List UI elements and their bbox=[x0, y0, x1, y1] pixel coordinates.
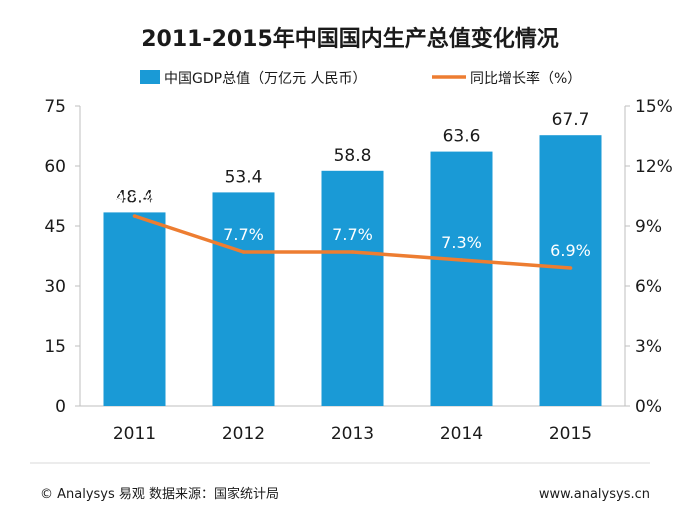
right-y-tick-label: 3% bbox=[635, 337, 662, 357]
growth-rate-label: 9.5% bbox=[114, 189, 155, 208]
growth-rate-label: 7.3% bbox=[441, 233, 482, 252]
legend-bar-label: 中国GDP总值（万亿元 人民币） bbox=[164, 71, 367, 87]
growth-rate-point bbox=[350, 250, 355, 254]
growth-rate-label: 6.9% bbox=[550, 241, 591, 260]
gdp-bar-value-label: 67.7 bbox=[552, 110, 590, 130]
gdp-bar-value-label: 53.4 bbox=[225, 167, 263, 187]
left-y-tick-label: 45 bbox=[44, 217, 66, 237]
gdp-bar bbox=[103, 212, 166, 406]
left-y-tick-label: 30 bbox=[44, 277, 66, 297]
x-tick-label: 2014 bbox=[440, 424, 483, 444]
x-tick-label: 2013 bbox=[331, 424, 374, 444]
x-tick-label: 2011 bbox=[113, 424, 156, 444]
growth-rate-point bbox=[132, 214, 137, 218]
left-y-tick-label: 15 bbox=[44, 337, 66, 357]
bars bbox=[103, 135, 602, 406]
right-y-tick-labels: 0% 3% 6% 9% 12% 15% bbox=[635, 97, 673, 417]
gdp-bar bbox=[212, 192, 275, 406]
right-y-tick-label: 6% bbox=[635, 277, 662, 297]
growth-rate-label: 7.7% bbox=[332, 225, 373, 244]
x-tick-labels: 2011 2012 2013 2014 2015 bbox=[113, 424, 592, 444]
growth-rate-point bbox=[459, 258, 464, 262]
left-y-tick-label: 75 bbox=[44, 97, 66, 117]
left-y-tick-label: 60 bbox=[44, 157, 66, 177]
legend-line-label: 同比增长率（%） bbox=[470, 70, 581, 87]
footer-website: www.analysys.cn bbox=[539, 487, 650, 502]
growth-rate-point bbox=[568, 266, 573, 270]
right-y-tick-label: 15% bbox=[635, 97, 673, 117]
gdp-bar-value-label: 48.4 bbox=[116, 187, 154, 207]
gdp-bar-value-label: 58.8 bbox=[334, 146, 372, 166]
footer-source: © Analysys 易观 数据来源：国家统计局 bbox=[40, 486, 279, 502]
legend: 中国GDP总值（万亿元 人民币） 同比增长率（%） bbox=[140, 70, 581, 87]
gdp-bar-value-label: 63.6 bbox=[443, 127, 481, 147]
gdp-bar bbox=[539, 135, 602, 406]
x-tick-label: 2012 bbox=[222, 424, 265, 444]
growth-line-layer bbox=[132, 214, 573, 270]
legend-bar-swatch bbox=[140, 70, 160, 84]
right-y-tick-label: 12% bbox=[635, 157, 673, 177]
growth-rate-point bbox=[241, 250, 246, 254]
left-y-tick-labels: 0 15 30 45 60 75 bbox=[44, 97, 66, 417]
right-y-tick-label: 0% bbox=[635, 397, 662, 417]
gdp-bar bbox=[430, 151, 493, 406]
chart-title: 2011-2015年中国国内生产总值变化情况 bbox=[141, 26, 559, 52]
right-y-tick-label: 9% bbox=[635, 217, 662, 237]
x-tick-label: 2015 bbox=[549, 424, 592, 444]
gdp-bar bbox=[321, 170, 384, 406]
growth-rate-label: 7.7% bbox=[223, 225, 264, 244]
bar-value-labels: 48.4 53.4 58.8 63.6 67.7 bbox=[116, 110, 590, 207]
growth-rate-labels: 9.5% 7.7% 7.7% 7.3% 6.9% bbox=[114, 189, 591, 260]
left-y-tick-label: 0 bbox=[55, 397, 66, 417]
